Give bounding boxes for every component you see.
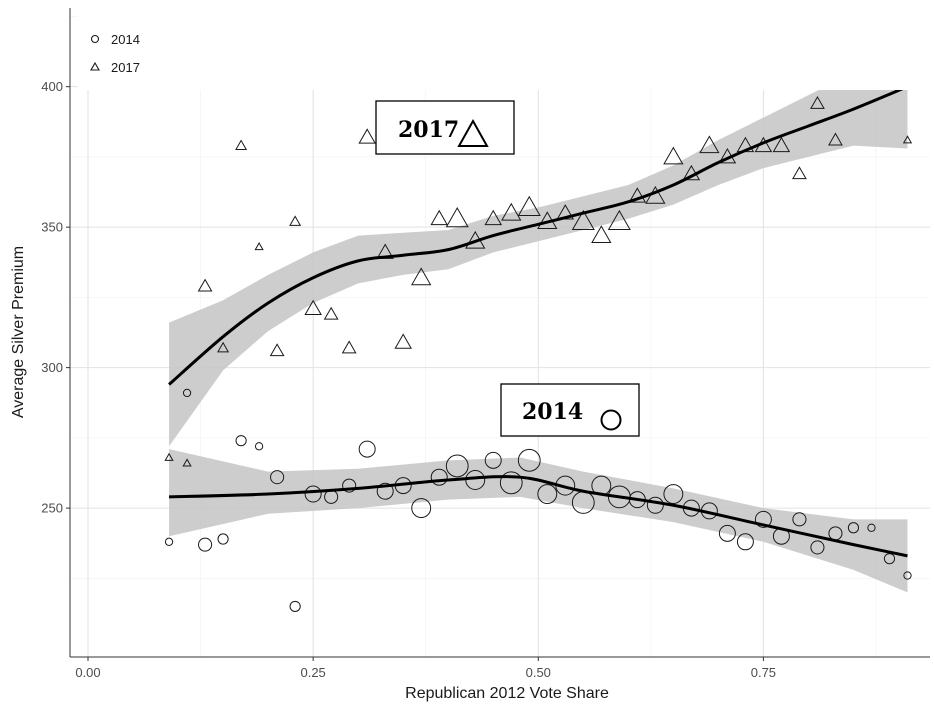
data-point-2014 [810,540,825,555]
y-tick-label: 350 [41,220,63,235]
data-point-2017 [517,195,541,216]
confidence-band-2014 [169,449,908,593]
data-point-2017 [217,341,230,353]
data-point-2014 [903,571,912,580]
legend: 2014 2017 [78,8,930,90]
data-point-2017 [197,278,213,292]
y-tick-label: 400 [41,79,63,94]
data-point-2014 [499,471,523,495]
legend-triangle-icon [90,61,100,71]
data-point-2014 [792,512,807,527]
data-point-2014 [537,484,558,504]
x-axis-title: Republican 2012 Vote Share [405,685,609,702]
data-point-2014 [376,482,394,500]
data-point-2014 [198,537,213,552]
data-point-2017 [902,135,913,144]
data-point-2014 [718,524,736,542]
data-point-2017 [792,166,807,180]
smooth-line-2017 [168,85,909,386]
smooth-lines [168,85,909,558]
data-point-2017 [394,333,412,349]
triangle-icon [457,118,489,147]
annotation-2014: 2014 [500,383,640,437]
data-point-2014 [217,533,229,545]
data-point-2014 [358,440,376,458]
axes: 250 300 350 400 0.00 0.25 0.50 0.75 [41,8,930,680]
data-point-2014 [342,478,357,493]
data-point-2017 [289,215,302,226]
data-point-2014 [430,468,448,486]
data-point-2014 [484,451,502,469]
annotation-2017: 2017 [375,100,515,155]
data-point-2017 [699,135,720,154]
data-point-2014 [304,485,322,503]
data-point-2017 [607,209,631,231]
data-point-2017 [484,209,503,226]
data-point-2014 [646,496,664,514]
x-tick-label: 0.00 [75,665,100,680]
data-point-2014 [867,523,876,532]
data-point-2017 [269,343,285,357]
data-point-2014 [235,435,247,447]
data-point-2017 [501,202,522,221]
data-point-2017 [182,458,192,467]
data-point-2017 [810,95,825,109]
data-point-2017 [235,139,248,151]
data-point-2017 [772,136,791,153]
confidence-bands [169,24,908,593]
data-point-2014 [517,448,541,472]
data-point-2014 [411,498,432,519]
data-point-2017 [323,306,339,320]
data-point-2014 [754,510,772,528]
data-point-2017 [628,187,647,203]
data-point-2014 [663,484,684,504]
annotation-label-2017: 2017 [398,117,459,143]
circle-icon [600,409,622,431]
y-tick-label: 250 [41,501,63,516]
data-point-2017 [358,128,376,144]
smooth-line-2014 [169,475,908,558]
data-point-2017 [828,132,843,146]
data-point-2017 [254,242,264,251]
y-tick-label: 300 [41,360,63,375]
data-point-2014 [445,454,469,478]
legend-background [78,8,930,90]
data-point-2017 [663,146,684,165]
data-point-2014 [182,388,192,398]
data-point-2014 [289,600,301,613]
data-point-2017 [445,207,469,228]
x-tick-label: 0.50 [526,665,551,680]
y-axis-title: Average Silver Premium [10,246,27,418]
data-point-2017 [571,209,595,231]
x-tick-label: 0.25 [300,665,325,680]
data-point-2017 [591,225,612,244]
data-point-2017 [430,209,448,226]
data-point-2014 [270,470,285,485]
data-point-2017 [164,452,174,461]
data-point-2014 [847,522,860,534]
confidence-band-2017 [169,24,908,447]
legend-label-2017: 2017 [111,60,140,75]
data-point-2017 [341,340,357,354]
legend-circle-icon [90,34,100,44]
data-point-2014 [736,533,754,551]
data-point-2017 [304,299,322,316]
data-points [164,43,913,613]
x-tick-label: 0.75 [751,665,776,680]
legend-label-2014: 2014 [111,32,140,47]
data-point-2017 [411,267,432,286]
annotation-box-2017 [375,100,515,155]
data-point-2014 [164,537,174,546]
data-point-2014 [254,442,264,451]
annotation-label-2014: 2014 [522,399,583,425]
